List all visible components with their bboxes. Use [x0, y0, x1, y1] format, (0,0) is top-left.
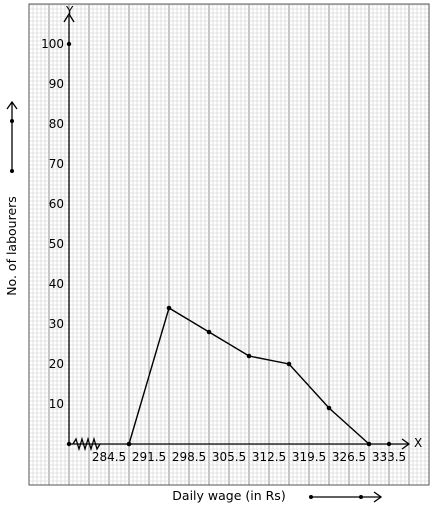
- y-tick-label: 10: [49, 397, 64, 411]
- x-direction-arrowhead: [373, 491, 383, 503]
- origin-dot: [66, 441, 72, 447]
- graph-paper-border: [28, 3, 430, 486]
- x-tick-label: 319.5: [292, 450, 326, 464]
- y-tick-label: 60: [49, 197, 64, 211]
- graph-paper-grid: [28, 3, 430, 486]
- y-tick-label: 70: [49, 157, 64, 171]
- y-tick-label: 40: [49, 277, 64, 291]
- y-tick-label: 90: [49, 77, 64, 91]
- x-axis-break-zigzag: [72, 436, 101, 452]
- y-axis-top-dot: [66, 41, 72, 47]
- data-point: [366, 441, 372, 447]
- x-axis-end-dot: [386, 441, 392, 447]
- x-tick-label: 284.5: [92, 450, 126, 464]
- y-direction-dot: [10, 119, 14, 123]
- y-tick-label: 50: [49, 237, 64, 251]
- y-direction-dot: [10, 169, 14, 173]
- axis-labels: Daily wage (in Rs) No. of labourers: [4, 100, 383, 503]
- data-point: [246, 353, 252, 359]
- y-direction-arrowhead: [6, 100, 18, 110]
- tick-labels: 284.5 291.5 298.5 305.5 312.5 319.5 326.5 333.5…: [41, 37, 406, 464]
- x-tick-label: 312.5: [252, 450, 286, 464]
- x-axis-title: Daily wage (in Rs): [172, 488, 285, 503]
- x-tick-label: 333.5: [372, 450, 406, 464]
- y-tick-label: 100: [41, 37, 64, 51]
- x-tick-label: 326.5: [332, 450, 366, 464]
- y-tick-label: 30: [49, 317, 64, 331]
- y-axis-arrowhead: [63, 12, 75, 23]
- x-tick-label: 305.5: [212, 450, 246, 464]
- y-tick-label: 20: [49, 357, 64, 371]
- data-point: [206, 329, 212, 335]
- data-point: [126, 441, 132, 447]
- y-axis-letter: Y: [65, 4, 74, 18]
- x-tick-label: 291.5: [132, 450, 166, 464]
- data-point: [286, 361, 292, 367]
- data-point: [166, 305, 172, 311]
- x-axis-arrowhead: [401, 438, 411, 450]
- x-tick-label: 298.5: [172, 450, 206, 464]
- x-direction-dot: [309, 495, 313, 499]
- x-direction-dot: [359, 495, 363, 499]
- data-series: [126, 305, 372, 447]
- data-point: [326, 405, 332, 411]
- x-axis-letter: X: [414, 436, 422, 450]
- y-tick-label: 80: [49, 117, 64, 131]
- axes: XY: [63, 4, 422, 452]
- y-axis-title: No. of labourers: [4, 196, 19, 296]
